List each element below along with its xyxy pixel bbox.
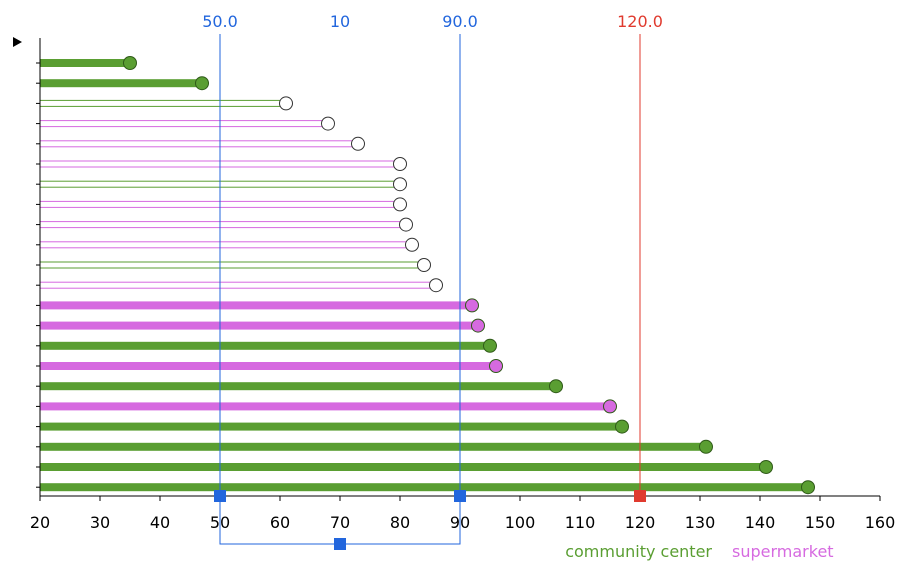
bar-dot xyxy=(549,379,563,394)
x-tick-label: 120 xyxy=(625,513,656,532)
x-tick-label: 100 xyxy=(505,513,536,532)
bar-dot xyxy=(759,460,773,474)
range-center-handle[interactable] xyxy=(334,538,346,550)
bar-dot xyxy=(471,318,485,333)
x-tick-label: 110 xyxy=(565,513,596,532)
bar-stem xyxy=(39,120,329,128)
bar-stem xyxy=(40,79,202,88)
bar-7 xyxy=(36,177,407,192)
bar-18 xyxy=(36,399,617,414)
bar-dot xyxy=(393,177,407,192)
bar-dot xyxy=(321,116,335,131)
bar-22 xyxy=(36,480,815,495)
bar-6 xyxy=(36,157,407,171)
bar-stem xyxy=(39,221,407,229)
bar-stem xyxy=(40,321,478,330)
bar-8 xyxy=(36,197,407,212)
range-handle-1[interactable] xyxy=(214,490,226,502)
bar-13 xyxy=(36,298,479,313)
range-width-label: 10 xyxy=(330,12,350,31)
bar-stem xyxy=(40,422,622,431)
bar-dot xyxy=(429,278,443,293)
bars-layer xyxy=(36,56,815,495)
threshold-marker-label: 120.0 xyxy=(617,12,663,31)
bar-dot xyxy=(123,56,137,70)
bar-dot xyxy=(399,217,413,232)
x-tick-label: 70 xyxy=(330,513,350,532)
bar-stem xyxy=(40,341,490,350)
bar-stem xyxy=(39,261,425,269)
range-marker-label-2: 90.0 xyxy=(442,12,478,31)
bar-3 xyxy=(36,96,293,111)
bar-1 xyxy=(36,56,137,70)
bar-dot xyxy=(603,399,617,414)
x-tick-label: 150 xyxy=(805,513,836,532)
bar-dot xyxy=(489,359,503,373)
bar-stem xyxy=(39,99,287,107)
range-handle-2[interactable] xyxy=(454,490,466,502)
bar-stem xyxy=(40,59,130,67)
bar-dot xyxy=(801,480,815,495)
threshold-handle[interactable] xyxy=(634,490,646,502)
x-tick-label: 60 xyxy=(270,513,290,532)
bar-20 xyxy=(36,439,713,454)
bar-9 xyxy=(36,217,413,232)
bar-15 xyxy=(36,338,497,353)
bar-4 xyxy=(36,116,335,131)
legend: community center supermarket xyxy=(565,542,833,561)
bar-stem xyxy=(39,281,437,289)
bar-11 xyxy=(36,258,431,272)
range-marker-label-1: 50.0 xyxy=(202,12,238,31)
bar-10 xyxy=(36,237,419,252)
x-tick-label: 20 xyxy=(30,513,50,532)
bar-stem xyxy=(40,402,610,411)
bar-16 xyxy=(36,359,503,373)
bar-12 xyxy=(36,278,443,293)
x-tick-label: 160 xyxy=(865,513,896,532)
bar-14 xyxy=(36,318,485,333)
bar-stem xyxy=(40,463,766,471)
bar-stem xyxy=(40,382,556,391)
bar-dot xyxy=(393,157,407,171)
bar-dot xyxy=(483,338,497,353)
range-markers: 50.0 90.0 10 120.0 xyxy=(202,12,663,550)
bar-stem xyxy=(40,301,472,310)
bar-dot xyxy=(351,136,365,151)
bar-2 xyxy=(36,76,209,91)
bar-stem xyxy=(39,140,359,148)
x-tick-label: 140 xyxy=(745,513,776,532)
bar-dot xyxy=(279,96,293,111)
bar-stem xyxy=(39,241,413,249)
bar-stem xyxy=(40,483,808,492)
bar-dot xyxy=(393,197,407,212)
bar-dot xyxy=(699,439,713,454)
bar-17 xyxy=(36,379,563,394)
bar-19 xyxy=(36,419,629,434)
bar-dot xyxy=(417,258,431,272)
bar-5 xyxy=(36,136,365,151)
x-tick-label: 30 xyxy=(90,513,110,532)
x-tick-label: 130 xyxy=(685,513,716,532)
legend-entry-community-center: community center xyxy=(565,542,712,561)
play-arrow-icon[interactable] xyxy=(13,37,22,47)
x-tick-label: 80 xyxy=(390,513,410,532)
bar-dot xyxy=(465,298,479,313)
bar-stem xyxy=(40,442,706,451)
bar-stem xyxy=(40,362,496,370)
bar-21 xyxy=(36,460,773,474)
bar-dot xyxy=(615,419,629,434)
x-tick-label: 40 xyxy=(150,513,170,532)
legend-entry-supermarket: supermarket xyxy=(732,542,834,561)
bar-dot xyxy=(405,237,419,252)
x-ticks: 20 30 40 50 60 70 80 90 100 110 120 130 140 150 160 xyxy=(30,496,895,532)
bar-dot xyxy=(195,76,209,91)
